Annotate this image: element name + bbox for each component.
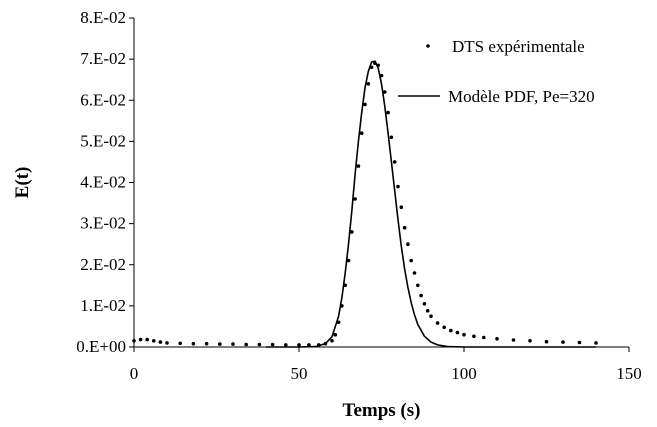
data-point (297, 343, 301, 347)
data-point (422, 302, 427, 306)
y-tick-label: 3.E-02 (80, 214, 126, 233)
data-point (333, 332, 338, 337)
data-point (396, 184, 400, 189)
data-point (191, 341, 196, 346)
data-point (462, 332, 466, 337)
data-point (307, 343, 311, 347)
data-point (482, 335, 486, 340)
data-point (165, 341, 169, 345)
data-point (158, 340, 163, 344)
data-point (419, 293, 423, 298)
x-tick-label: 0 (130, 364, 139, 383)
data-point (561, 340, 565, 344)
data-point (178, 341, 182, 346)
data-point (544, 339, 549, 344)
data-point (528, 339, 532, 343)
data-point (270, 342, 275, 347)
data-point (366, 82, 371, 86)
data-point (594, 341, 598, 345)
data-point (138, 337, 143, 342)
data-point (152, 339, 156, 343)
y-tick-label: 1.E-02 (80, 296, 126, 315)
data-point (145, 337, 149, 342)
y-tick-label: 8.E-02 (80, 8, 126, 27)
data-point (204, 341, 209, 346)
x-axis-title: Temps (s) (343, 400, 421, 421)
data-point (363, 102, 367, 107)
data-point (383, 90, 387, 94)
x-tick-label: 50 (291, 364, 308, 383)
x-ticks: 0 50 100 150 (130, 347, 642, 383)
data-point (511, 338, 516, 342)
data-point (231, 342, 235, 346)
data-point (425, 309, 430, 313)
legend-label-line: Modèle PDF, Pe=320 (448, 87, 595, 106)
data-point (409, 258, 414, 263)
y-tick-label: 7.E-02 (80, 49, 126, 68)
data-point (442, 325, 447, 330)
data-point (577, 340, 582, 345)
data-point (392, 160, 397, 164)
data-point (257, 342, 262, 347)
legend-marker-points (426, 44, 430, 48)
legend-label-points: DTS expérimentale (452, 37, 585, 56)
series-points-experimental (132, 61, 598, 347)
y-tick-label: 0.E+00 (76, 337, 126, 356)
data-point (132, 339, 136, 343)
series-layer (132, 60, 598, 348)
data-point (386, 110, 390, 115)
y-tick-label: 2.E-02 (80, 255, 126, 274)
data-point (244, 342, 248, 347)
series-line-model (266, 60, 596, 348)
data-point (389, 135, 394, 140)
y-tick-label: 4.E-02 (80, 173, 126, 192)
x-tick-label: 150 (616, 364, 642, 383)
y-tick-label: 5.E-02 (80, 131, 126, 150)
data-point (412, 271, 417, 275)
data-point (455, 330, 460, 335)
data-point (416, 283, 420, 288)
data-point (350, 230, 354, 234)
data-point (495, 337, 499, 341)
data-point (402, 225, 407, 230)
y-axis-title: E(t) (12, 167, 33, 199)
data-point (449, 328, 453, 333)
data-point (406, 242, 410, 246)
data-point (435, 321, 440, 325)
data-point (330, 339, 334, 343)
axes (133, 18, 629, 348)
y-ticks: 0.E+00 1.E-02 2.E-02 3.E-02 4.E-02 5.E-02 6.E-… (76, 8, 134, 356)
data-point (429, 314, 433, 319)
x-tick-label: 100 (451, 364, 477, 383)
y-tick-label: 6.E-02 (80, 90, 126, 109)
data-point (218, 342, 222, 346)
data-point (346, 258, 351, 263)
legend: DTS expérimentale Modèle PDF, Pe=320 (398, 37, 595, 106)
data-point (472, 334, 476, 339)
data-point (359, 131, 364, 135)
data-point (353, 197, 357, 201)
data-point (356, 164, 361, 168)
data-point (399, 205, 404, 209)
data-point (284, 343, 288, 347)
